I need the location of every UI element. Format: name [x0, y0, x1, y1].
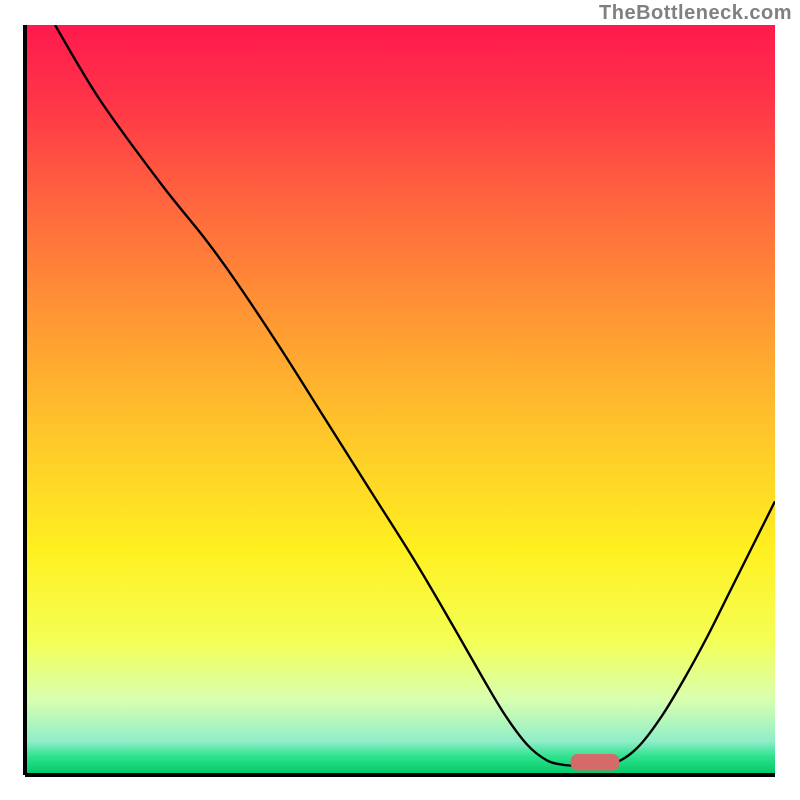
plot-background	[25, 25, 775, 775]
chart-container: TheBottleneck.com	[0, 0, 800, 800]
optimal-point-marker	[571, 754, 620, 771]
bottleneck-curve-chart	[0, 0, 800, 800]
